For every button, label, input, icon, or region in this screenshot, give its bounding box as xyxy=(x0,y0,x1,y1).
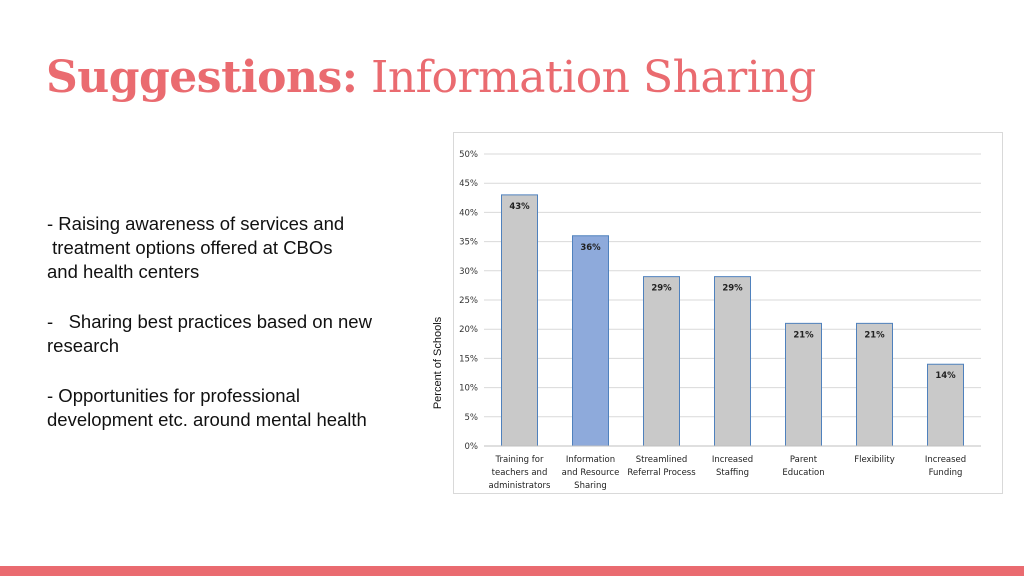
y-tick-label: 35% xyxy=(459,238,478,248)
y-tick-label: 40% xyxy=(459,208,478,218)
bar xyxy=(501,194,538,447)
bar-value-label: 43% xyxy=(509,202,530,212)
slide-title: Suggestions: Information Sharing xyxy=(46,52,816,103)
bullet-item: - Sharing best practices based on new re… xyxy=(47,311,372,356)
bar xyxy=(572,235,609,447)
y-tick-label: 50% xyxy=(459,150,478,160)
x-tick-label: Increased xyxy=(925,455,966,465)
bar xyxy=(927,363,964,447)
title-light-part: Information Sharing xyxy=(370,52,816,103)
y-tick-label: 25% xyxy=(459,296,478,306)
x-tick-label: Parent xyxy=(790,455,818,465)
y-tick-label: 45% xyxy=(459,179,478,189)
bar-value-label: 29% xyxy=(722,284,743,294)
x-tick-label: Referral Process xyxy=(627,468,696,478)
x-tick-label: teachers and xyxy=(492,468,548,478)
x-tick-label: Information xyxy=(566,455,615,465)
bar-value-label: 14% xyxy=(935,371,956,381)
y-tick-label: 10% xyxy=(459,384,478,394)
y-tick-label: 20% xyxy=(459,325,478,335)
bar xyxy=(785,322,822,447)
title-bold-part: Suggestions: xyxy=(46,52,358,103)
bottom-accent-bar xyxy=(0,566,1024,576)
bar xyxy=(714,276,751,447)
y-tick-label: 15% xyxy=(459,354,478,364)
x-tick-label: administrators xyxy=(489,481,551,491)
x-tick-label: Training for xyxy=(495,455,544,465)
bar-value-label: 29% xyxy=(651,284,672,294)
bar-value-label: 21% xyxy=(864,330,885,340)
chart-y-axis-label: Percent of Schools xyxy=(432,316,444,410)
bar-value-label: 36% xyxy=(580,243,601,253)
x-tick-label: Increased xyxy=(712,455,753,465)
y-tick-label: 5% xyxy=(465,413,479,423)
bullet-list: - Raising awareness of services and trea… xyxy=(47,212,427,458)
bar xyxy=(856,322,893,447)
bar xyxy=(643,276,680,447)
x-tick-label: Staffing xyxy=(716,468,749,478)
chart-canvas: 0% 5% 10% 15% 20% 25% 30% 35% 40% 45% 50% 43% Traini… xyxy=(459,150,981,491)
bullet-item: - Opportunities for professional develop… xyxy=(47,385,367,430)
x-tick-label: Education xyxy=(782,468,824,478)
y-tick-label: 0% xyxy=(465,442,479,452)
bullet-item: - Raising awareness of services and trea… xyxy=(47,213,345,282)
x-tick-label: Streamlined xyxy=(636,455,688,465)
bar-chart: 0% 5% 10% 15% 20% 25% 30% 35% 40% 45% 50% 43% Traini… xyxy=(453,132,1003,494)
x-tick-label: Flexibility xyxy=(854,455,895,465)
bar-value-label: 21% xyxy=(793,330,814,340)
x-tick-label: Sharing xyxy=(574,481,607,491)
x-tick-label: Funding xyxy=(929,468,963,478)
x-tick-label: and Resource xyxy=(562,468,620,478)
y-tick-label: 30% xyxy=(459,267,478,277)
